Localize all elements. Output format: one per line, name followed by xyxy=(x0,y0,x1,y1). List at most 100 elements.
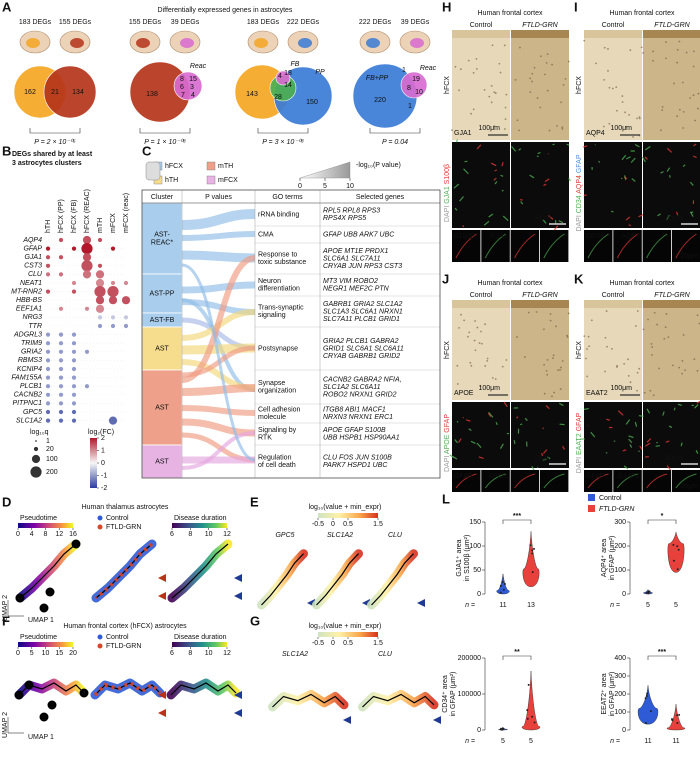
dot xyxy=(45,384,51,389)
cell-signal xyxy=(677,403,683,407)
gene-label: TTR xyxy=(28,323,42,330)
cell xyxy=(659,129,662,132)
cell-signal xyxy=(621,154,627,161)
region-label: hFCX xyxy=(576,76,583,94)
cell xyxy=(559,388,562,390)
tick-label: 0 xyxy=(622,591,626,598)
cell xyxy=(454,65,457,68)
dot xyxy=(45,289,51,294)
tick-label: 0 xyxy=(298,183,302,190)
cell xyxy=(663,337,666,340)
legend-label: FTLD-GRN xyxy=(106,643,141,650)
dot xyxy=(71,384,77,389)
cell xyxy=(656,323,659,326)
stain-name: APOE xyxy=(444,433,451,454)
cell-cloud xyxy=(91,539,157,603)
p-value: P = 0.04 xyxy=(382,139,408,146)
cell xyxy=(621,95,624,97)
n-value: 11 xyxy=(672,738,679,745)
gene-label: HBB-BS xyxy=(16,297,42,304)
panel-letter: B xyxy=(2,143,11,158)
cell-signal xyxy=(695,450,699,454)
cell xyxy=(694,119,697,122)
venn-count: 10 xyxy=(415,89,423,96)
cell xyxy=(672,364,674,367)
cell xyxy=(638,116,641,119)
sig-bracket xyxy=(502,655,532,660)
cell xyxy=(552,354,555,357)
stain-name: GFAP xyxy=(576,154,583,173)
tick-label: 0 xyxy=(101,460,105,467)
cluster-cell xyxy=(141,369,183,446)
panel-title: Human frontal cortex xyxy=(478,10,543,17)
cell xyxy=(542,328,545,331)
point xyxy=(676,714,679,717)
cell xyxy=(652,394,655,397)
cell-signal xyxy=(646,438,652,443)
cell xyxy=(665,313,668,315)
venn-set xyxy=(400,71,428,99)
tick-label: 10 xyxy=(205,650,213,657)
inset-signal xyxy=(543,233,565,259)
point xyxy=(501,580,504,583)
point xyxy=(502,727,505,730)
cell-signal xyxy=(483,220,490,226)
cell-signal xyxy=(634,421,638,427)
gene-list: APOE GFAP S100B xyxy=(322,427,386,434)
cell xyxy=(696,369,699,372)
venn-count: 220 xyxy=(374,97,386,104)
cell-signal xyxy=(568,178,571,182)
scale-label: 100μm xyxy=(610,385,632,392)
cell xyxy=(469,361,472,364)
dot xyxy=(82,253,92,262)
region-label: hFCX xyxy=(444,341,451,359)
flow-band xyxy=(181,263,256,462)
cell xyxy=(556,125,558,127)
deg-count: 39 DEGs xyxy=(171,19,200,26)
cell xyxy=(546,89,549,92)
scale-label: 100μm xyxy=(478,385,500,392)
axis-title: in GFAP (μm²) xyxy=(450,672,457,717)
dot xyxy=(45,358,51,363)
point xyxy=(503,583,506,586)
cell xyxy=(516,119,519,122)
cell xyxy=(614,384,617,387)
point xyxy=(529,544,532,547)
dot xyxy=(45,272,51,277)
axis-title: GJA1⁺ area xyxy=(456,539,463,576)
scale-label: 30μm xyxy=(680,483,698,490)
tick-label: 6 xyxy=(170,531,174,538)
axis-title: EEAT2⁺ area xyxy=(601,673,608,714)
point xyxy=(648,590,651,593)
cell-signal xyxy=(665,440,670,443)
point xyxy=(677,548,680,551)
cell xyxy=(546,373,549,376)
column-label: hTH xyxy=(45,220,52,233)
dot xyxy=(58,272,64,277)
gene-list: APOE MT1E PRDX1 xyxy=(322,248,388,255)
inset-signal xyxy=(587,473,609,489)
cell-signal xyxy=(689,181,694,186)
cell-signal xyxy=(675,211,679,216)
inset-image xyxy=(452,470,481,492)
inset-label: EAAT2 xyxy=(618,473,640,480)
scale-label: 100μm xyxy=(478,125,500,132)
cell-signal xyxy=(558,220,564,224)
go-term: CMA xyxy=(258,231,274,238)
legend-dot xyxy=(31,454,41,464)
cell xyxy=(692,50,695,53)
scale-label: 30μm xyxy=(533,215,551,222)
tissue-edge xyxy=(643,30,700,38)
point xyxy=(672,543,675,546)
cell-signal xyxy=(458,438,462,444)
legend-dot xyxy=(30,466,42,478)
cell xyxy=(608,86,611,89)
arrowhead xyxy=(234,709,242,717)
set-label: FB xyxy=(291,61,300,68)
tick-label: 16 xyxy=(69,531,77,538)
go-term: Neuron xyxy=(258,278,281,285)
n-label: n = xyxy=(465,602,475,609)
dot xyxy=(97,315,103,320)
cell-signal xyxy=(494,181,498,185)
tick-label: 100 xyxy=(469,543,481,550)
